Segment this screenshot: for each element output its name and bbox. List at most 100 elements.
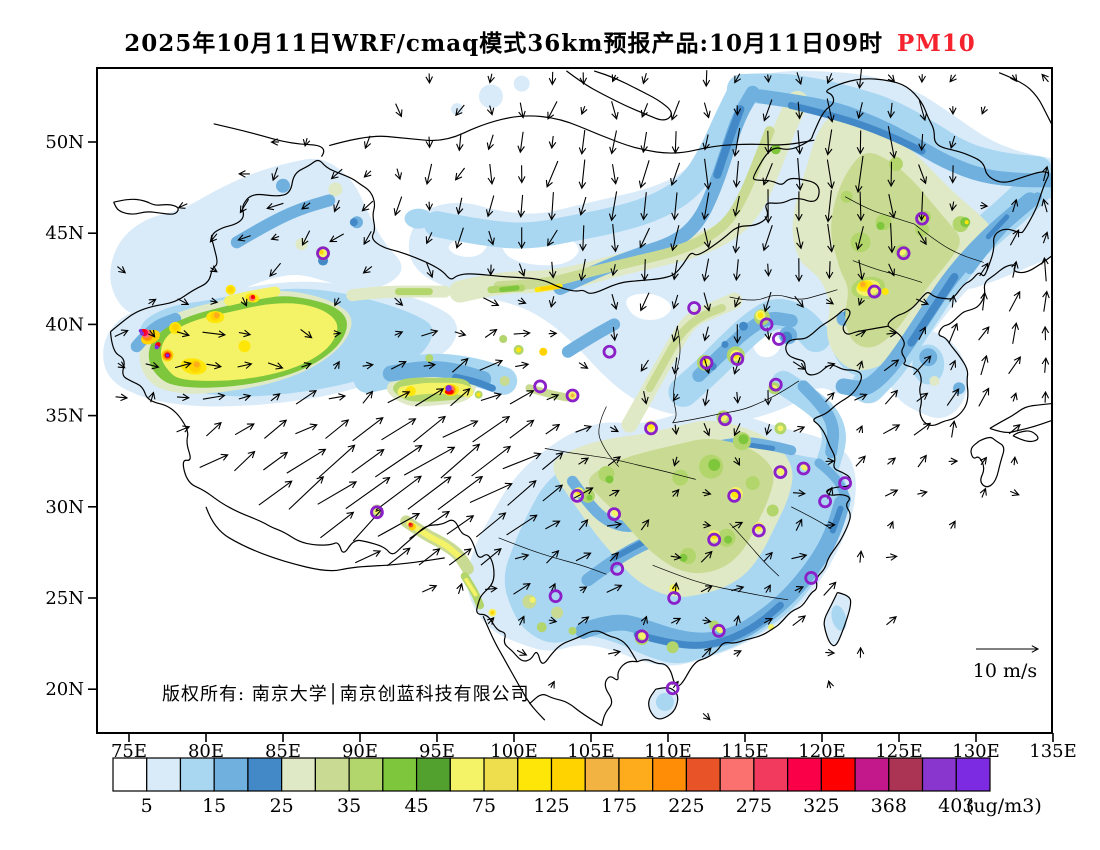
coastline	[989, 420, 1051, 434]
station-marker	[370, 505, 384, 520]
lat-tick-label: 40N	[45, 314, 84, 335]
station-marker	[565, 388, 580, 403]
colorbar-unit: (ug/m3)	[966, 795, 1042, 817]
colorbar-segment	[179, 757, 215, 792]
colorbar-segment	[348, 757, 384, 792]
coastline	[544, 448, 696, 480]
station-marker	[316, 246, 330, 261]
map-frame	[96, 67, 1053, 734]
coastline	[823, 591, 852, 647]
colorbar-tick-label: 75	[472, 795, 496, 817]
colorbar-segment	[787, 757, 822, 792]
station-marker	[665, 681, 680, 696]
coastline	[113, 198, 179, 215]
colorbar-segment	[685, 757, 721, 792]
station-marker	[634, 629, 649, 644]
copyright-text: 版权所有: 南京大学│南京创蓝科技有限公司	[162, 684, 530, 705]
station-marker	[602, 344, 617, 359]
station-marker	[707, 532, 722, 547]
lon-tick-label: 120E	[798, 741, 846, 762]
lat-tick-label: 50N	[45, 132, 84, 153]
colorbar-segment	[281, 757, 316, 792]
coastline	[970, 436, 1005, 488]
colorbar-segment	[112, 757, 148, 792]
lat-tick-label: 30N	[45, 497, 84, 518]
colorbar-tick-label: 275	[736, 795, 772, 817]
station-marker	[768, 377, 783, 392]
station-marker	[610, 561, 625, 576]
coastline	[205, 506, 445, 572]
lon-tick-label: 75E	[111, 741, 147, 762]
colorbar-segment	[146, 757, 182, 792]
colorbar-segment	[618, 757, 654, 792]
colorbar-tick-label: 125	[533, 795, 569, 817]
coastline	[672, 326, 681, 424]
coastline	[852, 260, 923, 283]
coastline	[601, 660, 638, 726]
lat-tick-label: 45N	[45, 223, 84, 244]
lat-tick-label: 25N	[45, 588, 84, 609]
colorbar-segment	[921, 757, 957, 792]
colorbar-segment	[517, 757, 553, 792]
station-marker	[711, 623, 726, 638]
coastline	[213, 123, 325, 157]
colorbar-segment	[854, 757, 890, 792]
coastline	[998, 72, 1051, 125]
station-marker	[896, 246, 911, 261]
colorbar-tick-label: 5	[141, 795, 153, 817]
colorbar-segment	[449, 757, 485, 792]
lon-tick-label: 85E	[265, 741, 301, 762]
colorbar-segment	[652, 757, 688, 792]
colorbar-tick-label: 25	[270, 795, 294, 817]
coastline	[598, 406, 619, 467]
colorbar-tick-label: 225	[668, 795, 704, 817]
coastline	[482, 615, 546, 721]
station-marker	[915, 211, 929, 226]
colorbar-segment	[415, 757, 451, 792]
colorbar-segment	[584, 757, 620, 792]
lon-tick-label: 90E	[342, 741, 378, 762]
coastline	[636, 308, 889, 687]
station-marker	[644, 421, 658, 436]
coastline	[648, 687, 679, 720]
station-marker	[771, 332, 786, 346]
colorbar-segment	[888, 757, 924, 792]
colorbar-segment	[483, 757, 519, 792]
coastline	[672, 380, 800, 424]
coastline	[887, 255, 1051, 427]
coastline	[329, 115, 815, 154]
title-text: 2025年10月11日WRF/cmaq模式36km预报产品:10月11日09时	[124, 30, 884, 57]
colorbar-tick-label: 15	[202, 795, 226, 817]
colorbar-tick-label: 403	[938, 795, 974, 817]
station-marker	[759, 317, 774, 332]
lon-tick-label: 105E	[567, 741, 615, 762]
colorbar-segment	[247, 757, 283, 792]
coastline	[729, 522, 780, 577]
colorbar-segment	[820, 757, 856, 792]
wind-vectors	[114, 69, 1050, 721]
station-marker	[751, 523, 766, 538]
lon-tick-label: 115E	[721, 741, 769, 762]
station-marker	[838, 476, 852, 490]
coastline	[566, 70, 672, 121]
station-marker	[667, 591, 682, 605]
lon-tick-label: 80E	[188, 741, 224, 762]
colorbar-tick-label: 35	[337, 795, 361, 817]
colorbar-tick-label: 325	[803, 795, 839, 817]
map-layers	[103, 69, 1051, 727]
lat-tick-label: 35N	[45, 406, 84, 427]
coastline	[498, 537, 607, 575]
colorbar-segment	[213, 757, 249, 792]
station-marker	[818, 494, 832, 509]
station-marker	[867, 284, 882, 299]
colorbar-segment	[382, 757, 418, 792]
station-marker	[570, 488, 585, 503]
lon-tick-label: 130E	[952, 741, 1000, 762]
station-marker	[718, 412, 732, 427]
lon-tick-label: 135E	[1029, 741, 1077, 762]
colorbar: 5 15 25 35 45 75 125 175 225 275 325 368 403(ug/m3)	[112, 757, 1042, 817]
coastline	[989, 403, 1051, 429]
lat-tick-label: 20N	[45, 679, 84, 700]
